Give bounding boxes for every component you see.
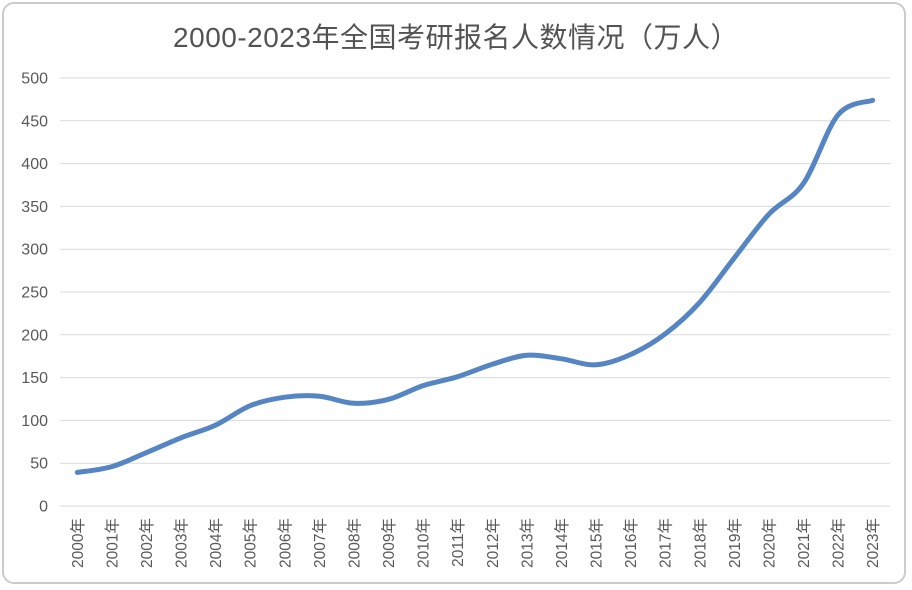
- x-tick-label: 2020年: [760, 518, 778, 568]
- x-tick-label: 2021年: [795, 518, 813, 568]
- x-tick-label: 2012年: [484, 518, 502, 568]
- x-tick-label: 2016年: [622, 518, 640, 568]
- chart-title: 2000-2023年全国考研报名人数情况（万人）: [173, 22, 739, 53]
- chart-frame: [2, 2, 906, 584]
- x-tick-label: 2015年: [588, 518, 606, 568]
- x-tick-label: 2002年: [138, 518, 156, 568]
- x-tick-label: 2017年: [657, 518, 675, 568]
- x-tick-label: 2005年: [242, 518, 260, 568]
- y-tick-label: 500: [21, 71, 48, 88]
- x-tick-label: 2006年: [276, 518, 294, 568]
- x-tick-label: 2023年: [864, 518, 882, 568]
- x-tick-label: 2003年: [173, 518, 191, 568]
- x-tick-label: 2010年: [415, 518, 433, 568]
- x-tick-label: 2008年: [345, 518, 363, 568]
- y-tick-label: 300: [21, 242, 48, 259]
- x-tick-label: 2007年: [311, 518, 329, 568]
- y-tick-label: 450: [21, 113, 48, 130]
- x-tick-label: 2004年: [207, 518, 225, 568]
- x-tick-label: 2022年: [830, 518, 848, 568]
- x-tick-label: 2011年: [449, 518, 467, 567]
- x-tick-label: 2014年: [553, 518, 571, 568]
- y-tick-label: 150: [21, 370, 48, 387]
- y-tick-label: 50: [30, 456, 48, 473]
- y-tick-label: 350: [21, 199, 48, 216]
- y-tick-label: 100: [21, 413, 48, 430]
- y-tick-label: 400: [21, 156, 48, 173]
- x-tick-label: 2019年: [726, 518, 744, 568]
- x-tick-label: 2000年: [69, 518, 87, 568]
- registration-count-line: [74, 97, 876, 475]
- y-tick-label: 250: [21, 285, 48, 302]
- x-tick-label: 2018年: [691, 518, 709, 568]
- y-tick-label: 200: [21, 327, 48, 344]
- x-tick-label: 2009年: [380, 518, 398, 568]
- y-tick-label: 0: [39, 499, 48, 516]
- x-tick-label: 2013年: [518, 518, 536, 568]
- x-tick-label: 2001年: [103, 518, 121, 568]
